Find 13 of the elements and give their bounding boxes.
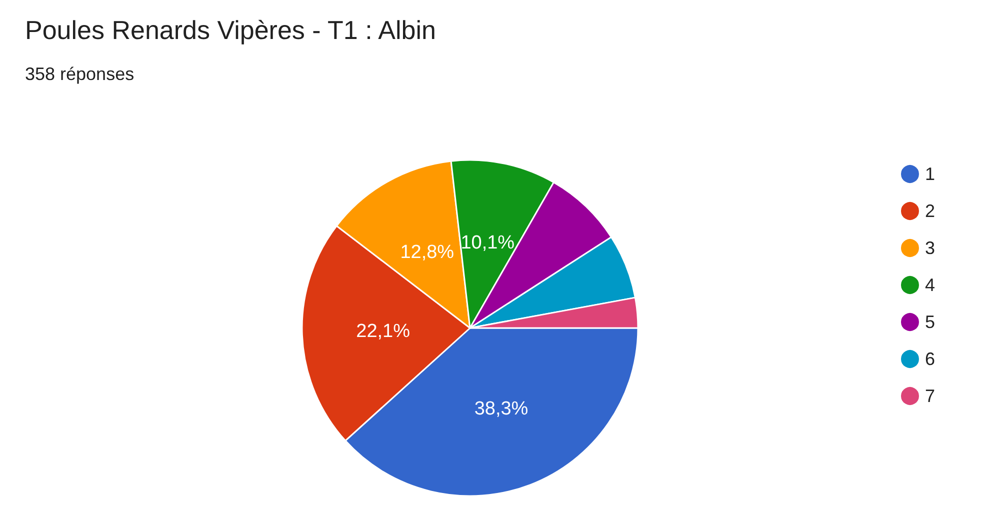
chart-title: Poules Renards Vipères - T1 : Albin — [25, 15, 436, 45]
legend-label: 1 — [924, 164, 936, 184]
data-label: 22,1% — [356, 321, 410, 342]
legend-label: 3 — [924, 238, 936, 258]
legend-label: 7 — [924, 386, 936, 406]
data-label: 12,8% — [400, 242, 454, 263]
legend-label: 4 — [924, 275, 936, 295]
legend-label: 5 — [924, 312, 936, 332]
legend-label: 2 — [924, 201, 936, 221]
data-label: 38,3% — [474, 398, 528, 420]
text: 358 réponses — [25, 64, 134, 84]
data-label: 10,1% — [460, 232, 515, 254]
legend-label: 6 — [924, 349, 936, 369]
